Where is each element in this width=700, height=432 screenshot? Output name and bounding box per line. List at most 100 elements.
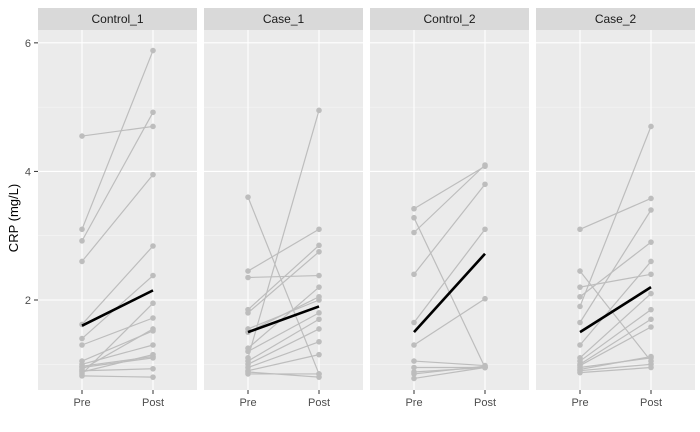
subject-point-post (150, 243, 156, 249)
facet-strip (370, 8, 529, 30)
subject-line (81, 245, 154, 325)
subject-point-post (648, 353, 654, 360)
subject-point-pre (79, 133, 85, 139)
subject-line (247, 341, 320, 369)
facet-panel-control_2: Control_2 Pre Post (370, 8, 529, 409)
subject-point-post (150, 365, 156, 372)
panel-background (38, 30, 197, 390)
mean-line (413, 252, 486, 334)
subject-line (413, 164, 486, 233)
x-tick-label: Post (142, 397, 164, 409)
x-tick-label: Pre (239, 397, 256, 409)
subject-point-pre (245, 194, 251, 200)
subject-point-pre (577, 226, 583, 233)
subject-line (579, 355, 652, 371)
subject-point-post (150, 171, 156, 178)
facet-strip-label: Case_1 (263, 12, 305, 26)
subject-line (81, 344, 154, 365)
subject-point-pre (577, 342, 583, 348)
subject-line (579, 261, 652, 346)
facet-panel-case_2: Case_2 Pre Post (536, 8, 695, 409)
subject-line (81, 302, 154, 375)
subject-point-post (150, 342, 156, 348)
subject-line (81, 125, 154, 137)
subject-point-pre (79, 371, 85, 377)
x-tick-label: Pre (571, 397, 588, 409)
subject-line (247, 244, 320, 311)
subject-line (81, 368, 154, 372)
subject-point-post (648, 207, 654, 213)
x-tick-label: Pre (73, 397, 90, 409)
mean-line (579, 286, 652, 334)
subject-line (81, 111, 154, 242)
subject-point-post (648, 258, 654, 265)
subject-point-post (316, 272, 322, 279)
y-axis-title: CRP (mg/L) (6, 184, 21, 252)
subject-point-pre (245, 274, 251, 281)
subject-point-pre (577, 319, 583, 326)
subject-point-post (648, 271, 654, 278)
y-axis-ticks: 2 4 6 (25, 38, 38, 307)
subject-point-pre (411, 319, 417, 326)
subject-point-post (316, 310, 322, 316)
subject-point-pre (411, 375, 417, 382)
facet-strip (38, 8, 197, 30)
subject-point-post (648, 364, 654, 371)
subject-point-pre (577, 268, 583, 274)
subject-line (247, 328, 320, 365)
subject-point-post (316, 293, 322, 300)
subject-point-post (648, 239, 654, 245)
facet-panel-control_1: Control_1 Pre Post (38, 8, 197, 409)
subject-line (413, 366, 486, 380)
subject-line (579, 241, 652, 298)
panel-background (536, 30, 695, 390)
subject-line (413, 183, 486, 275)
subject-point-pre (79, 342, 85, 348)
subject-line (247, 251, 320, 314)
subject-point-pre (79, 238, 85, 244)
subject-point-post (648, 195, 654, 202)
subject-point-pre (411, 205, 417, 212)
x-tick-label: Post (308, 397, 330, 409)
subject-line (413, 298, 486, 346)
subject-point-post (316, 242, 322, 249)
subject-line (579, 126, 652, 307)
facet-strip-label: Control_2 (423, 12, 475, 26)
subject-point-pre (411, 371, 417, 377)
subject-point-post (316, 338, 322, 345)
subject-point-post (648, 123, 654, 130)
subject-line (247, 110, 320, 359)
subject-line (579, 273, 652, 288)
panel-background (204, 30, 363, 390)
subject-line (81, 355, 154, 367)
subject-point-pre (411, 229, 417, 236)
subject-point-post (316, 326, 322, 332)
subject-line (247, 274, 320, 279)
subject-line (81, 354, 154, 373)
subject-point-post (150, 315, 156, 321)
subject-line (247, 354, 320, 372)
subject-line (579, 309, 652, 362)
subject-point-pre (79, 335, 85, 342)
subject-line (579, 270, 652, 362)
subject-line (247, 196, 320, 375)
subject-line (579, 209, 652, 323)
subject-line (81, 357, 154, 369)
subject-point-post (150, 351, 156, 358)
subject-point-pre (577, 293, 583, 300)
subject-line (247, 318, 320, 362)
subject-point-post (316, 248, 322, 255)
subject-line (579, 293, 652, 359)
y-tick-label: 2 (25, 295, 31, 307)
subject-point-pre (577, 369, 583, 376)
subject-point-post (482, 226, 488, 233)
subject-point-post (316, 351, 322, 358)
subject-point-pre (411, 214, 417, 221)
subject-point-post (648, 324, 654, 330)
subject-point-post (482, 181, 488, 188)
subject-point-post (316, 284, 322, 290)
x-tick-label: Post (640, 397, 662, 409)
subject-point-post (150, 326, 156, 332)
subject-line (413, 360, 486, 367)
